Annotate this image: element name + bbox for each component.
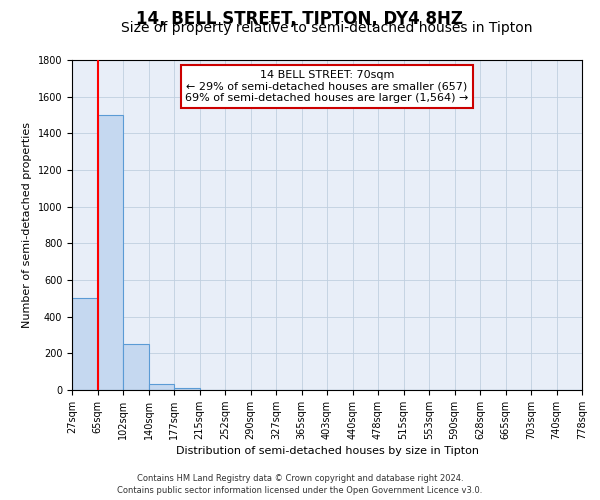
Bar xyxy=(97,115,123,390)
Bar xyxy=(149,384,174,390)
Text: 14 BELL STREET: 70sqm
← 29% of semi-detached houses are smaller (657)
69% of sem: 14 BELL STREET: 70sqm ← 29% of semi-deta… xyxy=(185,70,469,103)
Title: Size of property relative to semi-detached houses in Tipton: Size of property relative to semi-detach… xyxy=(121,21,533,35)
Y-axis label: Number of semi-detached properties: Number of semi-detached properties xyxy=(22,122,32,328)
Bar xyxy=(123,344,149,390)
Bar xyxy=(174,388,199,390)
X-axis label: Distribution of semi-detached houses by size in Tipton: Distribution of semi-detached houses by … xyxy=(176,446,479,456)
Bar xyxy=(72,298,97,390)
Text: Contains HM Land Registry data © Crown copyright and database right 2024.
Contai: Contains HM Land Registry data © Crown c… xyxy=(118,474,482,495)
Text: 14, BELL STREET, TIPTON, DY4 8HZ: 14, BELL STREET, TIPTON, DY4 8HZ xyxy=(137,10,464,28)
